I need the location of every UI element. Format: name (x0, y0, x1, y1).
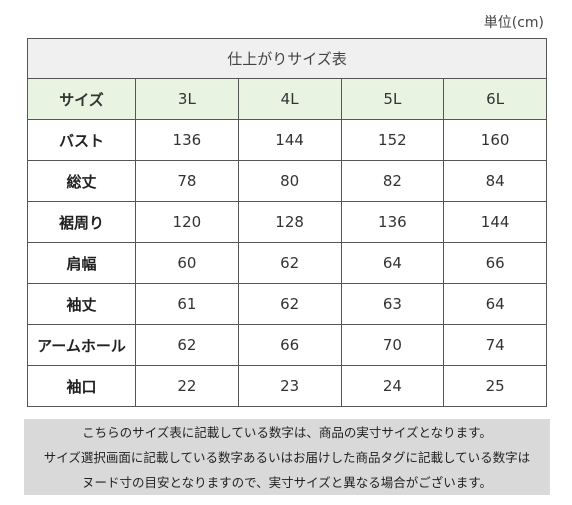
table-cell: 62 (237, 283, 342, 325)
row-label: バスト (27, 119, 136, 161)
table-cell: 74 (443, 324, 547, 366)
table-cell: 120 (135, 201, 239, 243)
table-cell: 24 (340, 365, 445, 407)
table-cell: 144 (237, 119, 342, 161)
table-cell: 66 (443, 242, 547, 284)
table-cell: 152 (340, 119, 445, 161)
table-cell: 62 (237, 242, 342, 284)
header-size-3l: 3L (135, 78, 239, 120)
table-cell: 160 (443, 119, 547, 161)
header-size-6l: 6L (443, 78, 547, 120)
row-label: 裾周り (27, 201, 136, 243)
row-label: 総丈 (27, 160, 136, 202)
table-cell: 70 (340, 324, 445, 366)
table-cell: 23 (237, 365, 342, 407)
note-line: ヌード寸の目安となりますので、実寸サイズと異なる場合がございます。 (81, 475, 492, 490)
note-line: サイズ選択画面に記載している数字あるいはお届けした商品タグに記載している数字は (43, 450, 531, 465)
table-cell: 66 (237, 324, 342, 366)
header-size-5l: 5L (340, 78, 445, 120)
row-label: 袖口 (27, 365, 136, 407)
table-cell: 80 (237, 160, 342, 202)
table-cell: 128 (237, 201, 342, 243)
table-cell: 82 (340, 160, 445, 202)
table-cell: 60 (135, 242, 239, 284)
table-title: 仕上がりサイズ表 (27, 38, 547, 79)
table-cell: 64 (340, 242, 445, 284)
table-cell: 62 (135, 324, 239, 366)
table-cell: 25 (443, 365, 547, 407)
table-row-hem: 裾周り 120 128 136 144 (27, 201, 547, 243)
table-cell: 136 (340, 201, 445, 243)
table-cell: 144 (443, 201, 547, 243)
size-chart-table: 仕上がりサイズ表 サイズ 3L 4L 5L 6L バスト 136 144 152… (27, 38, 547, 407)
table-row-cuff: 袖口 22 23 24 25 (27, 365, 547, 407)
unit-label: 単位(cm) (483, 15, 544, 31)
size-note-box: こちらのサイズ表に記載している数字は、商品の実寸サイズとなります。 サイズ選択画… (24, 419, 550, 495)
row-label: アームホール (27, 324, 136, 366)
table-cell: 63 (340, 283, 445, 325)
table-cell: 136 (135, 119, 239, 161)
row-label: 肩幅 (27, 242, 136, 284)
table-header-row: サイズ 3L 4L 5L 6L (27, 78, 547, 120)
table-cell: 61 (135, 283, 239, 325)
table-row-shoulder: 肩幅 60 62 64 66 (27, 242, 547, 284)
table-title-row: 仕上がりサイズ表 (27, 38, 547, 79)
table-cell: 84 (443, 160, 547, 202)
table-cell: 78 (135, 160, 239, 202)
table-row-bust: バスト 136 144 152 160 (27, 119, 547, 161)
table-cell: 22 (135, 365, 239, 407)
header-size-label: サイズ (27, 78, 136, 120)
header-size-4l: 4L (237, 78, 342, 120)
table-row-armhole: アームホール 62 66 70 74 (27, 324, 547, 366)
table-row-sleeve-length: 袖丈 61 62 63 64 (27, 283, 547, 325)
table-row-length: 総丈 78 80 82 84 (27, 160, 547, 202)
note-line: こちらのサイズ表に記載している数字は、商品の実寸サイズとなります。 (82, 425, 492, 440)
table-cell: 64 (443, 283, 547, 325)
row-label: 袖丈 (27, 283, 136, 325)
